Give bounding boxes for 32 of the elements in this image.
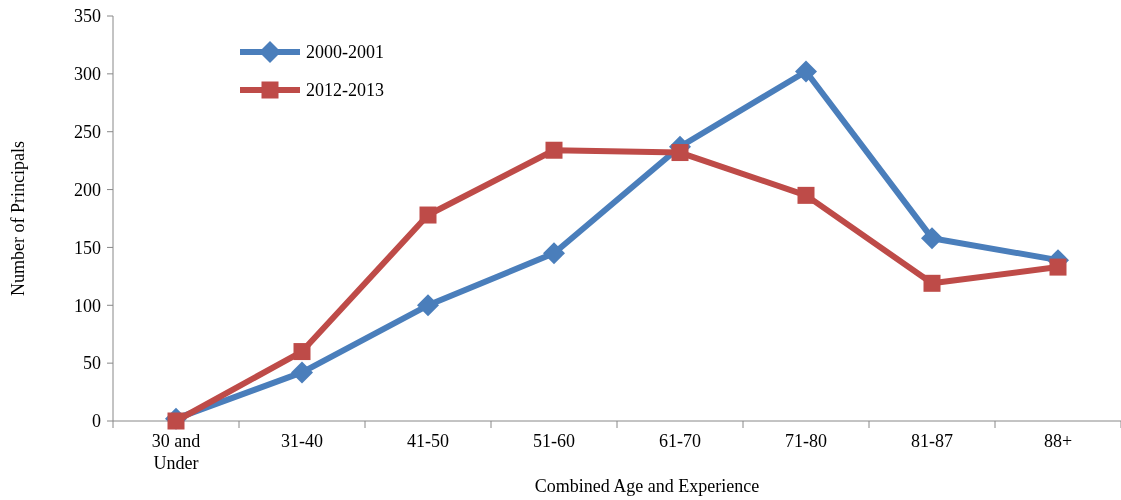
y-tick-label: 300 bbox=[74, 64, 101, 85]
point bbox=[417, 294, 439, 317]
x-axis-title: Combined Age and Experience bbox=[534, 476, 760, 496]
y-tick-label: 200 bbox=[74, 179, 101, 200]
point bbox=[921, 227, 943, 250]
point bbox=[671, 144, 689, 162]
x-tick-label: 41-50 bbox=[407, 431, 449, 451]
x-tick-label: 30 and Under bbox=[151, 431, 201, 473]
y-axis-title: Number of Principals bbox=[8, 141, 28, 296]
point bbox=[545, 141, 563, 159]
y-tick-label: 250 bbox=[74, 122, 101, 143]
x-tick-label: 61-70 bbox=[659, 431, 701, 451]
point bbox=[1049, 258, 1067, 276]
y-tick-label: 0 bbox=[92, 411, 101, 432]
x-tick-label: 31-40 bbox=[281, 431, 323, 451]
y-tick-label: 350 bbox=[74, 6, 101, 27]
x-tick-label: 71-80 bbox=[785, 431, 827, 451]
point bbox=[543, 242, 565, 265]
point bbox=[797, 186, 815, 204]
point bbox=[293, 343, 311, 361]
point bbox=[923, 274, 941, 292]
x-tick-label: 51-60 bbox=[533, 431, 575, 451]
legend-label: 2000-2001 bbox=[306, 42, 384, 63]
y-tick-label: 100 bbox=[74, 295, 101, 316]
point bbox=[419, 206, 437, 224]
y-tick-label: 150 bbox=[74, 237, 101, 258]
x-tick-label: 81-87 bbox=[911, 431, 953, 451]
point bbox=[291, 361, 313, 384]
legend-label: 2012-2013 bbox=[306, 80, 384, 101]
y-tick-label: 50 bbox=[83, 353, 101, 374]
point bbox=[795, 60, 817, 83]
x-tick-label: 88+ bbox=[1043, 431, 1073, 451]
